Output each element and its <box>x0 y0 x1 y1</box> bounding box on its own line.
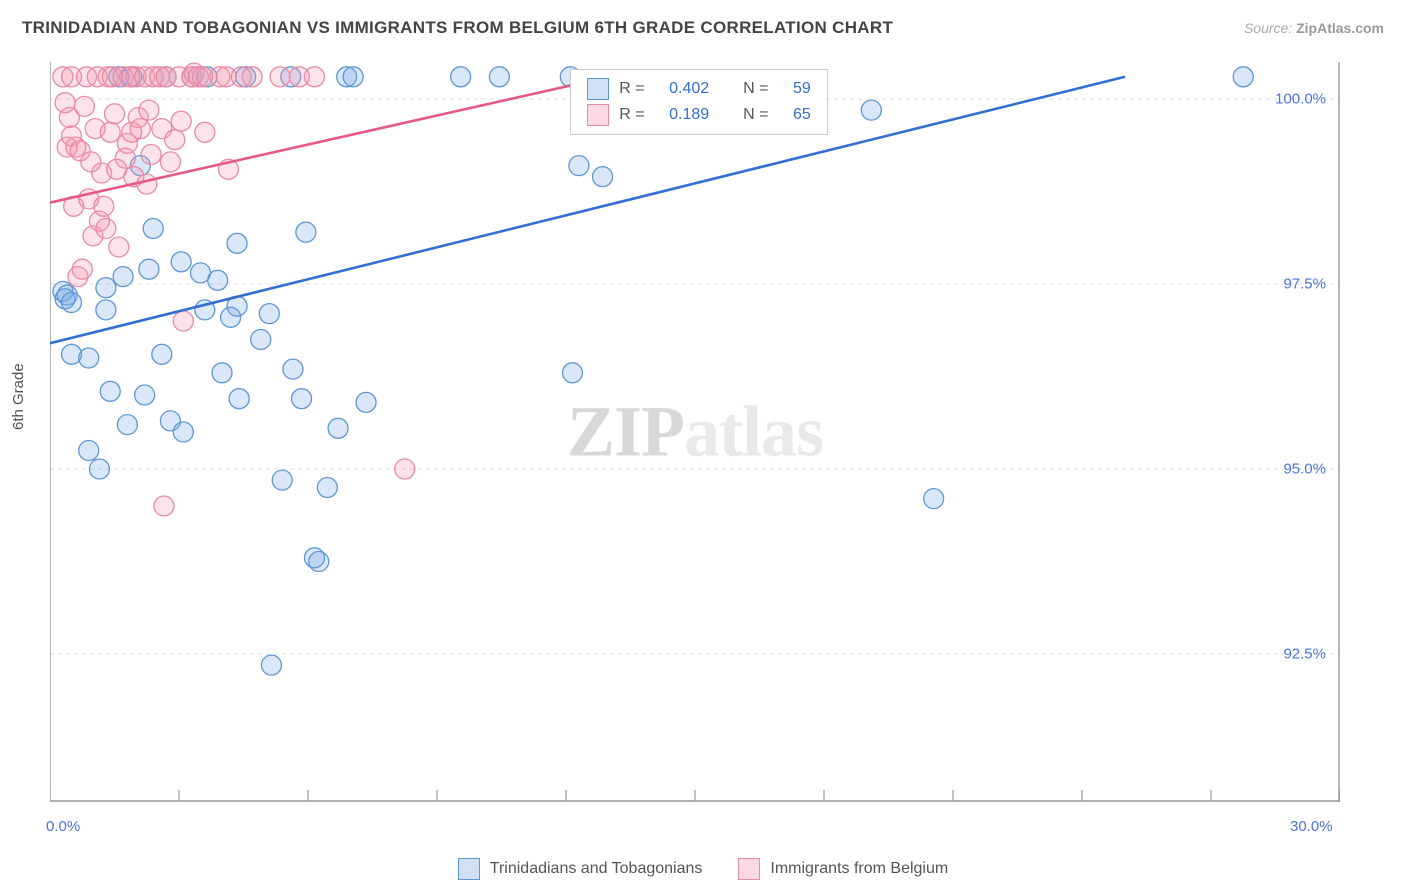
swatch-icon <box>738 858 760 880</box>
source-label: Source: ZipAtlas.com <box>1244 20 1384 36</box>
chart-title: TRINIDADIAN AND TOBAGONIAN VS IMMIGRANTS… <box>22 18 893 38</box>
y-axis-label: 6th Grade <box>10 363 27 430</box>
legend: Trinidadians and Tobagonians Immigrants … <box>0 858 1406 880</box>
x-tick-label: 0.0% <box>46 818 80 835</box>
plot-area: ZIPatlas <box>50 62 1340 802</box>
legend-item-blue: Trinidadians and Tobagonians <box>458 858 703 880</box>
y-tick-label: 95.0% <box>1283 461 1326 478</box>
swatch-icon <box>458 858 480 880</box>
scatter-svg <box>50 62 1340 802</box>
y-tick-label: 92.5% <box>1283 646 1326 663</box>
y-tick-label: 100.0% <box>1275 91 1326 108</box>
legend-item-pink: Immigrants from Belgium <box>738 858 948 880</box>
x-tick-label: 30.0% <box>1290 818 1333 835</box>
swatch-icon <box>587 104 609 126</box>
y-tick-label: 97.5% <box>1283 276 1326 293</box>
swatch-icon <box>587 78 609 100</box>
stat-box: R = 0.402N = 59R = 0.189N = 65 <box>570 69 827 135</box>
